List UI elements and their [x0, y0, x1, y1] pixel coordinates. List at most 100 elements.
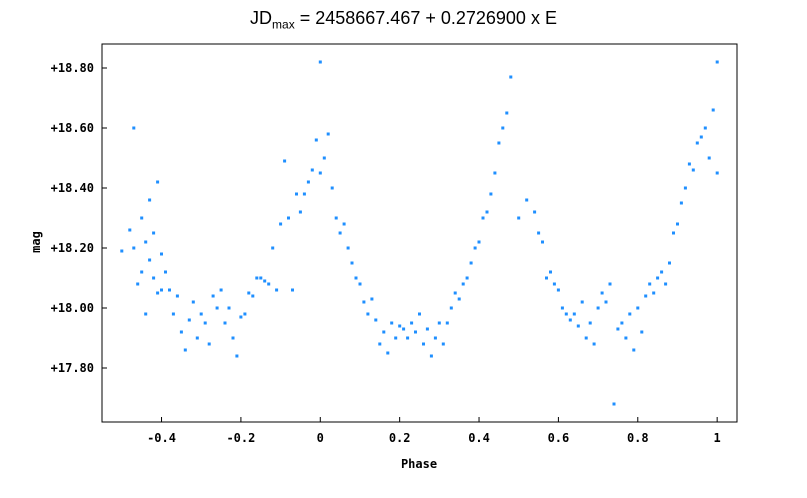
data-point [449, 306, 453, 310]
data-point [549, 270, 552, 274]
data-point [509, 75, 513, 79]
data-point [572, 312, 576, 316]
data-point [660, 270, 664, 274]
data-point [465, 276, 469, 280]
data-point [715, 60, 719, 64]
data-point [437, 321, 441, 325]
data-point [537, 231, 541, 235]
data-point [620, 321, 624, 325]
data-point [330, 186, 334, 190]
y-axis-ticks: +17.80 +18.00 +18.20 +18.40 +18.60 +18.80 [51, 61, 107, 375]
data-point [707, 156, 711, 160]
data-point [140, 216, 144, 220]
data-point [283, 159, 287, 163]
data-point [267, 282, 271, 286]
data-point [608, 282, 612, 286]
data-point [568, 318, 572, 322]
data-point [676, 222, 679, 226]
data-point [425, 327, 429, 331]
data-point [199, 312, 203, 316]
data-point [588, 321, 592, 325]
data-point [624, 336, 628, 340]
data-point [342, 222, 346, 226]
data-point [322, 156, 326, 160]
data-point [136, 282, 140, 286]
data-point [164, 270, 167, 274]
data-point [592, 342, 596, 346]
data-point [382, 330, 386, 334]
data-point [247, 291, 251, 295]
data-point [160, 252, 163, 256]
data-point [318, 171, 322, 175]
data-point [489, 192, 493, 196]
data-point [517, 216, 521, 220]
data-point [541, 240, 544, 244]
data-point [168, 288, 171, 292]
data-point [302, 192, 306, 196]
data-point [366, 312, 370, 316]
data-point [433, 336, 437, 340]
data-point [179, 330, 183, 334]
data-point [525, 198, 529, 202]
chart-title-prefix: JD [250, 8, 273, 28]
data-point [287, 216, 290, 220]
data-point [628, 312, 632, 316]
data-point [120, 249, 124, 253]
data-point [183, 348, 187, 352]
data-point [346, 246, 350, 250]
data-point [211, 294, 215, 298]
data-point [334, 216, 338, 220]
data-point [223, 321, 227, 325]
data-point [255, 276, 259, 280]
x-tick-label: 0.4 [468, 431, 490, 445]
x-tick-label: 0.2 [389, 431, 411, 445]
chart-title: JDmax = 2458667.467 + 0.2726900 x E [0, 8, 807, 32]
data-point [596, 306, 600, 310]
data-point [556, 288, 560, 292]
data-point [418, 312, 421, 316]
data-point [215, 306, 219, 310]
data-point [152, 276, 156, 280]
data-point [457, 297, 461, 301]
data-point [128, 228, 132, 232]
data-point [505, 111, 509, 115]
data-point [132, 126, 136, 130]
data-point [644, 294, 648, 298]
data-point [604, 300, 608, 304]
data-point [378, 342, 382, 346]
data-point [160, 288, 163, 292]
x-tick-label: 1 [714, 431, 721, 445]
data-point [374, 318, 378, 322]
data-point [576, 324, 580, 328]
x-tick-label: 0.6 [548, 431, 570, 445]
data-point [445, 321, 449, 325]
data-point [683, 186, 687, 190]
data-point [691, 168, 695, 172]
data-point [195, 336, 199, 340]
data-point [485, 210, 489, 214]
data-point [231, 336, 235, 340]
x-axis-label: Phase [401, 457, 437, 471]
data-point [481, 216, 485, 220]
data-point [386, 351, 390, 355]
data-point [422, 342, 425, 346]
data-point [679, 201, 683, 205]
data-point [291, 288, 294, 292]
y-tick-label: +18.40 [51, 181, 94, 195]
data-point [636, 306, 640, 310]
data-point [219, 288, 223, 292]
data-point [132, 246, 136, 250]
data-point [243, 312, 247, 316]
data-point [441, 342, 445, 346]
x-axis-ticks: -0.4 -0.2 0 0.2 0.4 0.6 0.8 1 [147, 417, 721, 445]
data-point [271, 246, 275, 250]
x-tick-label: 0.8 [627, 431, 649, 445]
x-tick-label: -0.4 [147, 431, 176, 445]
data-point [648, 282, 652, 286]
data-point [453, 291, 457, 295]
data-point [652, 291, 656, 295]
data-point [398, 324, 402, 328]
data-point [354, 276, 358, 280]
data-point [664, 282, 668, 286]
